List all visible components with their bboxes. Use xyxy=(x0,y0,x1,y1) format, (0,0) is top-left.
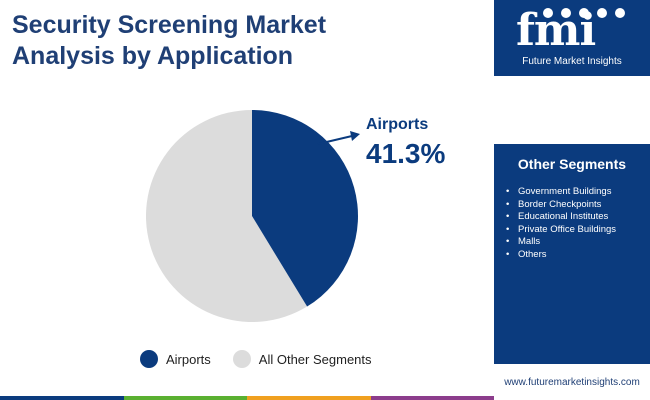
callout-label: Airports xyxy=(366,116,429,133)
callout-value: 41.3% xyxy=(366,138,446,169)
bottom-bar-segment-4 xyxy=(370,396,494,400)
segment-item: Malls xyxy=(506,236,616,249)
legend-label-airports: Airports xyxy=(166,351,211,367)
logo-icons xyxy=(543,8,625,18)
fmi-logo: fmi Future Market Insights xyxy=(494,0,650,76)
legend-swatch-all-other-segments xyxy=(232,350,251,368)
legend-item-all-other-segments: All Other Segments xyxy=(232,350,372,368)
callout-arrowhead xyxy=(350,131,360,141)
pie-slice-airports xyxy=(252,110,358,307)
bottom-bar-segment-3 xyxy=(247,396,371,400)
segment-item: Private Office Buildings xyxy=(506,224,616,237)
legend-label-all-other-segments: All Other Segments xyxy=(258,351,372,367)
website-url[interactable]: www.futuremarketinsights.com xyxy=(504,377,640,388)
legend-item-airports: Airports xyxy=(140,350,211,368)
segment-item: Educational Institutes xyxy=(506,211,616,224)
other-segments-list: Government Buildings Border Checkpoints … xyxy=(506,186,616,261)
sidebar: fmi Future Market Insights Other Segment… xyxy=(494,0,650,400)
segment-item: Others xyxy=(506,249,616,262)
other-segments-panel: Other Segments Government Buildings Bord… xyxy=(494,144,650,364)
bottom-bar-segment-1 xyxy=(0,396,124,400)
pie-chart xyxy=(145,109,360,323)
chart-title: Security Screening Market Analysis by Ap… xyxy=(12,10,326,72)
logo-caption: Future Market Insights xyxy=(522,56,622,67)
other-segments-title: Other Segments xyxy=(517,156,627,172)
bottom-bar-segment-2 xyxy=(123,396,247,400)
segment-item: Border Checkpoints xyxy=(506,199,616,212)
title-line-1: Security Screening Market xyxy=(12,11,327,39)
chart-legend: Airports All Other Segments xyxy=(140,350,394,368)
title-line-2: Analysis by Application xyxy=(12,42,294,70)
pie-slice-all-other-segments xyxy=(145,109,308,323)
callout-line xyxy=(317,135,353,145)
bottom-color-bar xyxy=(0,396,494,400)
legend-swatch-airports xyxy=(140,350,158,368)
segment-item: Government Buildings xyxy=(506,186,616,199)
